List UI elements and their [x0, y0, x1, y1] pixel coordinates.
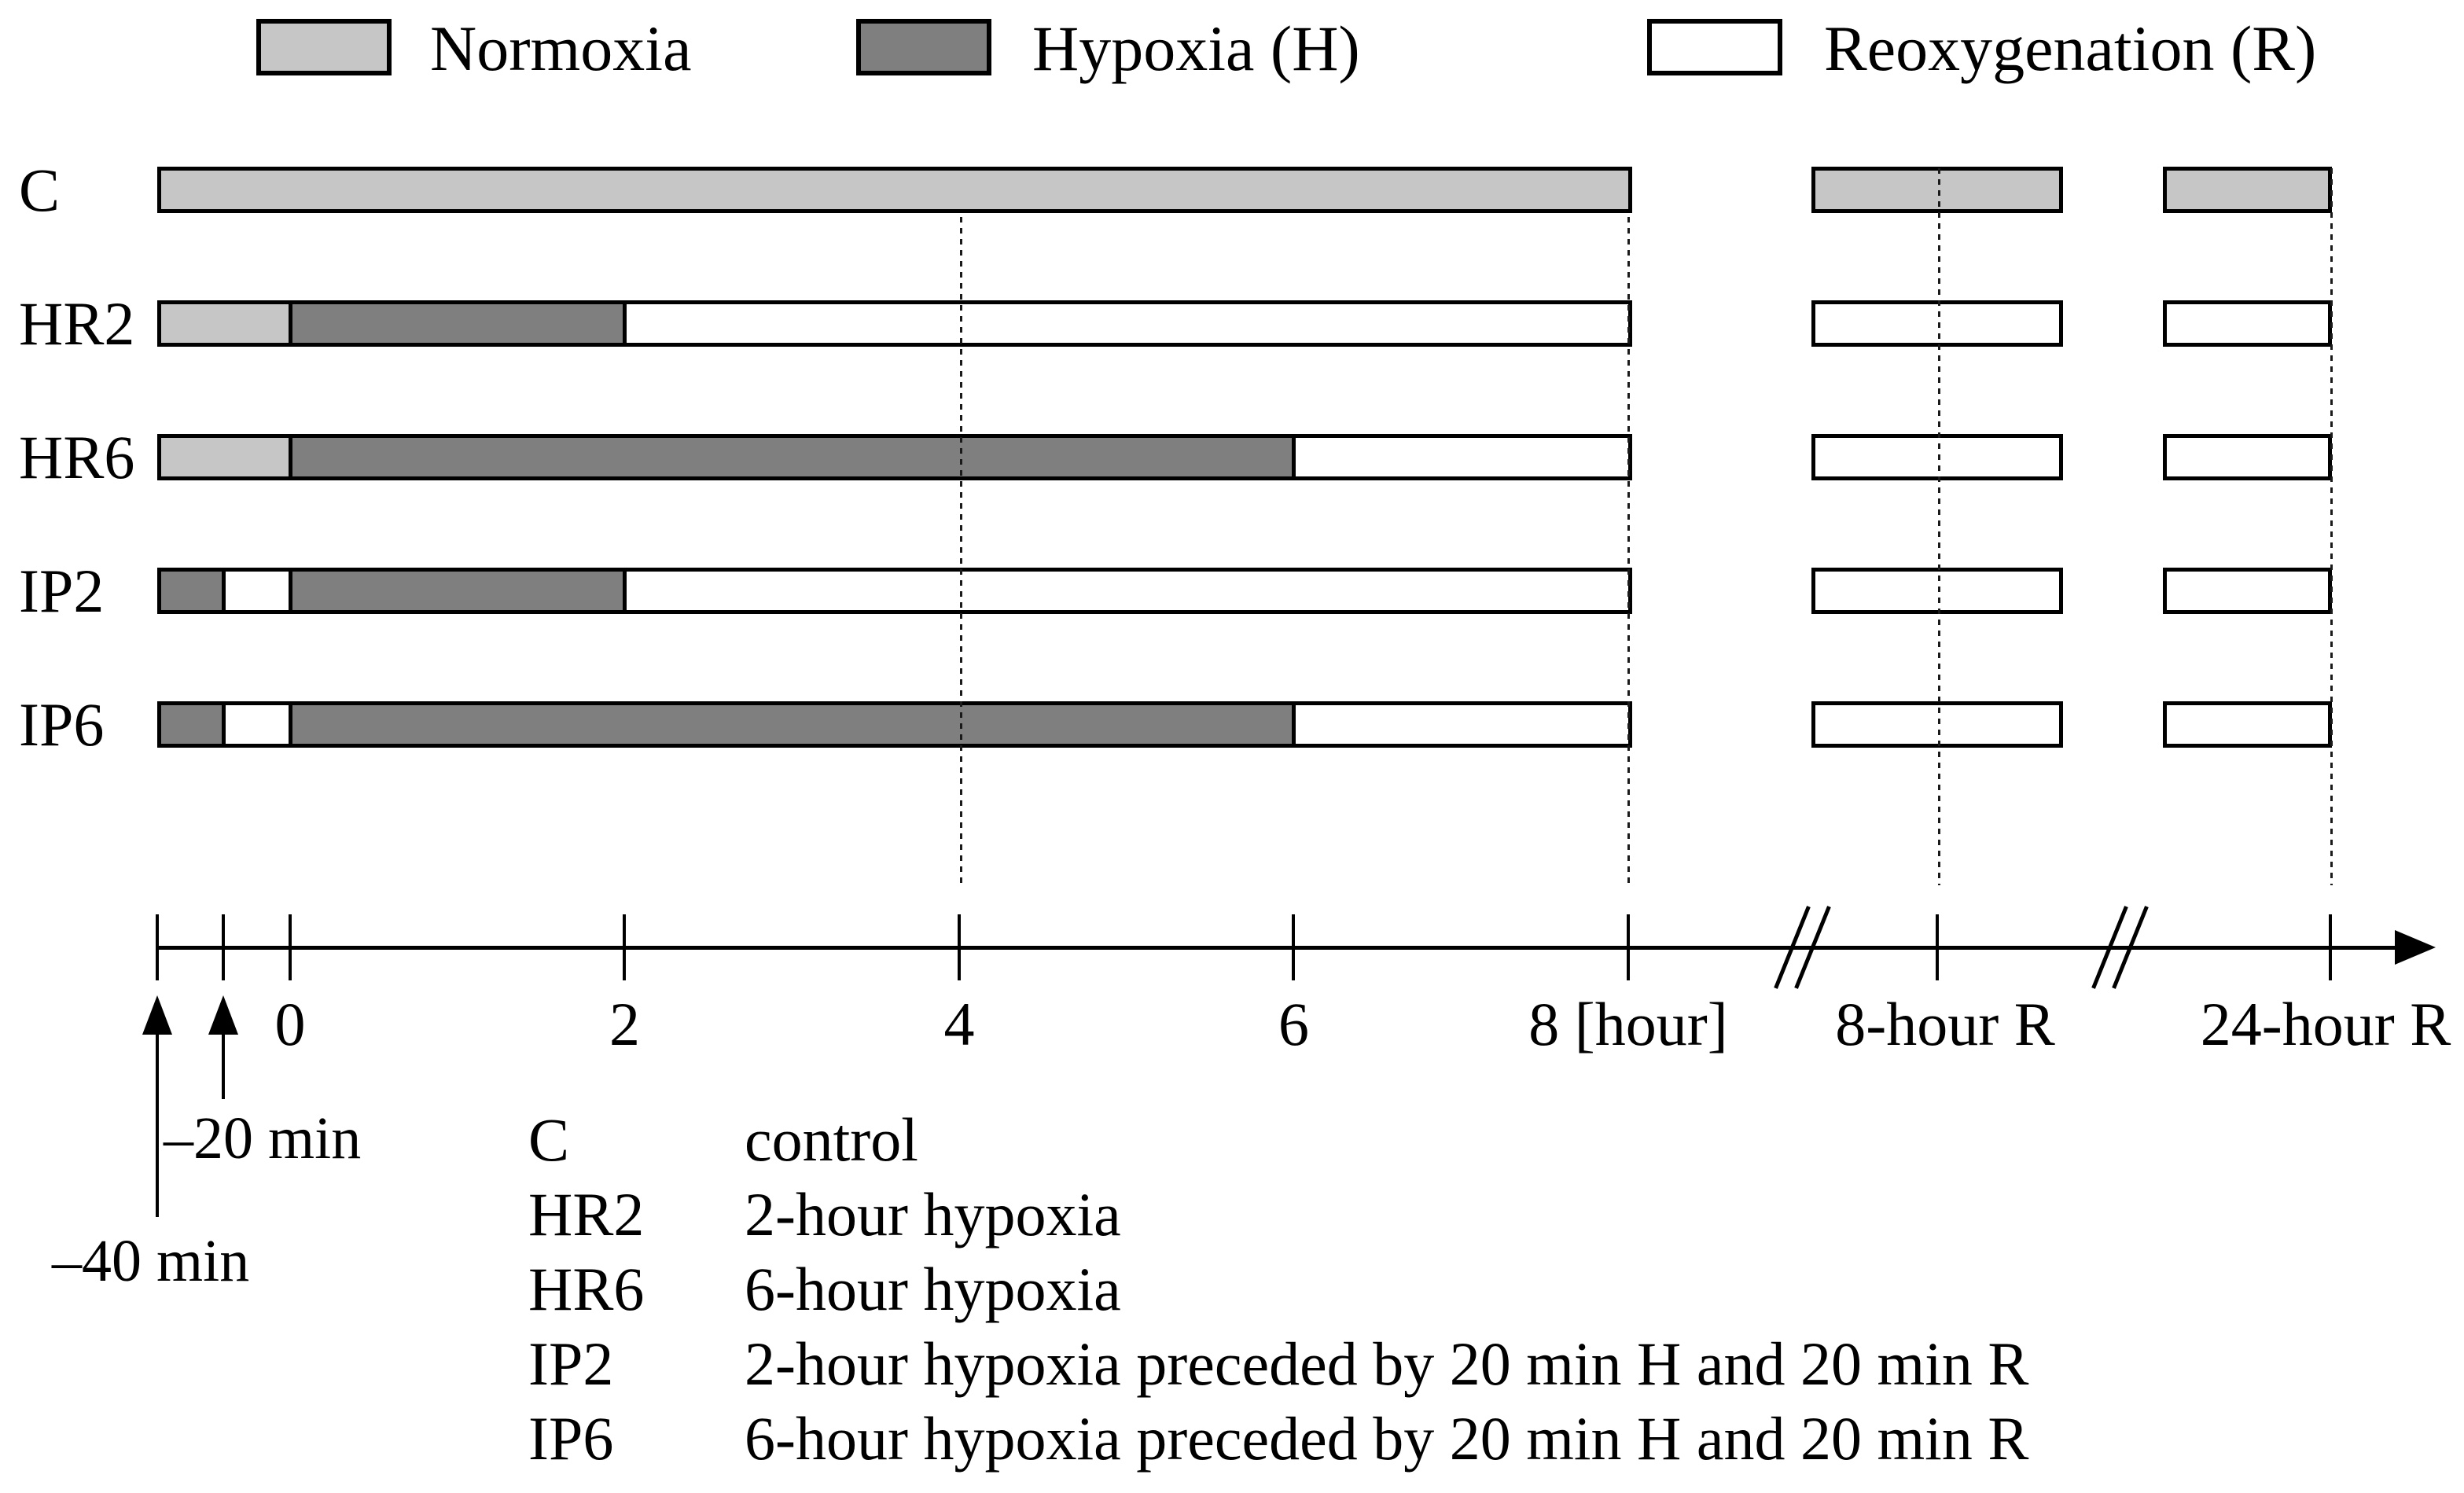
legend-swatch-normoxia [256, 19, 392, 75]
definition-desc-IP6: 6-hour hypoxia preceded by 20 min H and … [745, 1404, 2029, 1473]
definition-abbr-IP2: IP2 [528, 1329, 614, 1398]
dotted-guide-line-2 [1938, 168, 1940, 885]
up-arrow-icon-40min [142, 995, 172, 1035]
axis-tick-label-6: 24-hour R [2200, 990, 2451, 1058]
followup-box-IP2-8h [1811, 568, 2063, 614]
dotted-guide-line-0 [960, 217, 962, 885]
time-axis-line [157, 946, 2398, 950]
segment-hypoxia [161, 572, 224, 610]
row-bar-IP6 [157, 701, 1632, 748]
followup-box-IP6-24h [2163, 701, 2332, 748]
segment-divider [288, 572, 292, 610]
segment-hypoxia [290, 572, 625, 610]
axis-tick-t120 [623, 914, 627, 980]
definition-desc-HR2: 2-hour hypoxia [745, 1180, 1121, 1248]
definition-desc-C: control [745, 1105, 918, 1174]
axis-tick-label-4: 8 [hour] [1528, 990, 1728, 1058]
axis-tick-t240 [957, 914, 961, 980]
axis-tick-label-3: 6 [1278, 990, 1309, 1058]
axis-tick-t360 [1292, 914, 1296, 980]
segment-normoxia [161, 438, 290, 476]
pre-time-annotation-40min: –40 min [52, 1228, 250, 1294]
definition-desc-HR6: 6-hour hypoxia [745, 1255, 1121, 1323]
segment-hypoxia [290, 705, 1294, 744]
followup-box-HR6-8h [1811, 434, 2063, 480]
row-bar-HR2 [157, 300, 1632, 347]
segment-hypoxia [290, 438, 1294, 476]
definition-abbr-HR6: HR6 [528, 1255, 645, 1323]
legend-label-normoxia: Normoxia [430, 13, 692, 84]
followup-box-IP6-8h [1811, 701, 2063, 748]
segment-reoxygenation [223, 572, 290, 610]
axis-tick-0 [156, 914, 159, 980]
row-label-HR2: HR2 [19, 289, 135, 358]
axis-tick-label-2: 4 [943, 990, 975, 1058]
legend-label-reoxygenation: Reoxygenation (R) [1824, 13, 2317, 84]
definition-desc-IP2: 2-hour hypoxia preceded by 20 min H and … [745, 1329, 2029, 1398]
segment-divider [288, 304, 292, 343]
axis-tick-t480 [1626, 914, 1630, 980]
row-bar-C [157, 167, 1632, 213]
followup-box-HR2-24h [2163, 300, 2332, 347]
dotted-guide-line-1 [1627, 217, 1630, 885]
segment-reoxygenation [624, 572, 1628, 610]
row-label-HR6: HR6 [19, 423, 135, 491]
segment-divider [622, 304, 627, 343]
segment-divider [288, 438, 292, 476]
pre-time-annotation-20min: –20 min [164, 1105, 362, 1171]
segment-divider [622, 572, 627, 610]
segment-reoxygenation [1293, 438, 1628, 476]
up-arrow-stem-20min [222, 1031, 225, 1099]
segment-normoxia [161, 304, 290, 343]
legend-swatch-reoxygenation [1647, 19, 1782, 75]
followup-box-IP2-24h [2163, 568, 2332, 614]
followup-box-HR2-8h [1811, 300, 2063, 347]
segment-divider [222, 572, 226, 610]
definition-abbr-C: C [528, 1105, 570, 1174]
segment-divider [222, 705, 226, 744]
up-arrow-stem-40min [156, 1031, 159, 1217]
row-label-C: C [19, 156, 61, 224]
dotted-guide-line-3 [2330, 168, 2333, 885]
axis-arrowhead-icon [2395, 930, 2436, 965]
segment-divider [1291, 438, 1296, 476]
segment-divider [1291, 705, 1296, 744]
segment-hypoxia [161, 705, 224, 744]
axis-tick-label-0: 0 [274, 990, 306, 1058]
row-bar-IP2 [157, 568, 1632, 614]
segment-reoxygenation [624, 304, 1628, 343]
segment-normoxia [161, 171, 1628, 209]
segment-hypoxia [290, 304, 625, 343]
followup-box-C-24h [2163, 167, 2332, 213]
followup-box-C-8h [1811, 167, 2063, 213]
row-label-IP2: IP2 [19, 557, 105, 625]
axis-tick-1 [222, 914, 225, 980]
legend-swatch-hypoxia [856, 19, 991, 75]
definition-abbr-IP6: IP6 [528, 1404, 614, 1473]
followup-box-HR6-24h [2163, 434, 2332, 480]
row-bar-HR6 [157, 434, 1632, 480]
segment-reoxygenation [223, 705, 290, 744]
definition-abbr-HR2: HR2 [528, 1180, 645, 1248]
legend-label-hypoxia: Hypoxia (H) [1032, 13, 1360, 84]
axis-tick-label-5: 8-hour R [1835, 990, 2055, 1058]
axis-tick-label-1: 2 [609, 990, 640, 1058]
axis-tick-4 [2329, 914, 2332, 980]
row-label-IP6: IP6 [19, 690, 105, 759]
segment-reoxygenation [1293, 705, 1628, 744]
up-arrow-icon-20min [208, 995, 238, 1035]
axis-tick-3 [1936, 914, 1939, 980]
segment-divider [288, 705, 292, 744]
axis-tick-t0 [289, 914, 292, 980]
